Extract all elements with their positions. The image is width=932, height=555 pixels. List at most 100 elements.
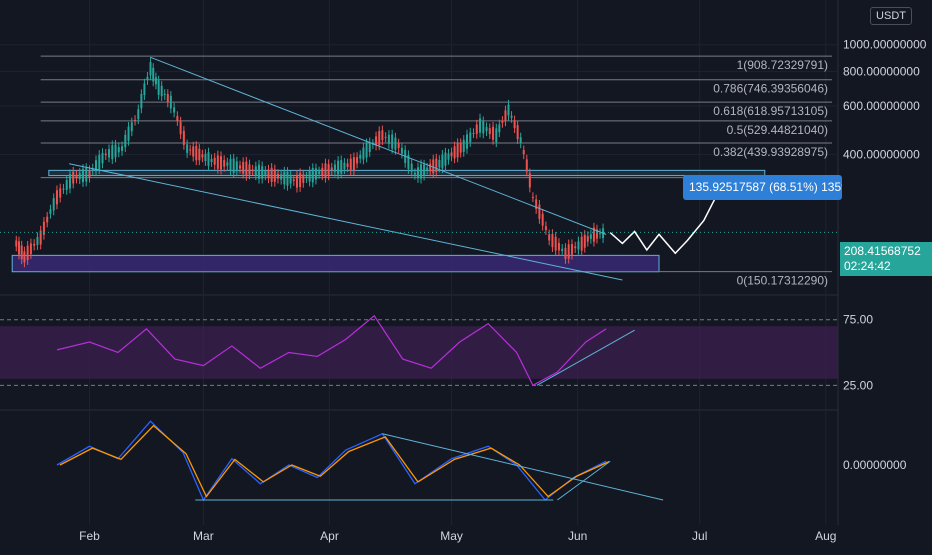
candle-body xyxy=(213,157,216,165)
candle-body xyxy=(432,159,435,174)
candle-body xyxy=(375,136,378,146)
candle-body xyxy=(17,241,20,255)
candle-body xyxy=(121,146,124,151)
candle-body xyxy=(204,153,207,161)
candle-body xyxy=(352,157,355,171)
candle-body xyxy=(166,93,169,103)
measure-label: 135.92517587 (68.51%) 1359 xyxy=(683,175,842,200)
candle-body xyxy=(146,76,149,81)
candle-body xyxy=(472,132,475,134)
signal-line xyxy=(59,424,610,498)
candle-body xyxy=(384,136,387,138)
candle-body xyxy=(207,152,210,166)
candle-body xyxy=(378,131,381,146)
projection-path xyxy=(609,188,721,255)
candle-body xyxy=(276,173,279,179)
candle-body xyxy=(583,234,586,248)
candle-body xyxy=(239,165,242,169)
candle-body xyxy=(267,169,270,179)
candle-body xyxy=(264,170,267,176)
rsi-band xyxy=(0,326,838,379)
candle-body xyxy=(444,152,447,166)
candle-body xyxy=(65,180,68,190)
candle-body xyxy=(55,190,58,205)
current-price-label: 208.41568752 02:24:42 xyxy=(840,242,932,276)
candle-body xyxy=(254,166,257,176)
candle-body xyxy=(551,233,554,248)
macd-resistance-line xyxy=(382,433,664,501)
candle-body xyxy=(245,161,248,176)
candle-body xyxy=(453,146,456,159)
candle-body xyxy=(327,164,330,176)
candle-body xyxy=(528,173,531,188)
candle-body xyxy=(324,163,327,178)
candle-body xyxy=(140,94,143,109)
candle-body xyxy=(42,221,45,235)
candle-body xyxy=(235,161,238,172)
candle-body xyxy=(62,188,65,190)
candle-body xyxy=(216,155,219,169)
candle-body xyxy=(114,144,117,158)
candle-body xyxy=(516,125,519,140)
candle-body xyxy=(475,124,478,134)
candle-body xyxy=(130,122,133,132)
candle-body xyxy=(410,163,413,172)
candle-body xyxy=(29,243,32,255)
candle-body xyxy=(438,160,441,168)
candle-body xyxy=(337,160,340,175)
candle-body xyxy=(98,154,101,170)
candle-body xyxy=(538,204,541,219)
candle-body xyxy=(261,166,264,179)
y-tick-label: 400.00000000 xyxy=(843,147,920,161)
y-tick-label: 1000.00000000 xyxy=(843,38,927,52)
candle-body xyxy=(420,164,423,179)
candle-body xyxy=(20,245,23,260)
candle-body xyxy=(72,171,75,184)
candle-body xyxy=(273,169,276,182)
candle-body xyxy=(251,169,254,171)
current-price-value: 208.41568752 xyxy=(844,244,921,258)
candle-body xyxy=(229,159,232,171)
candle-body xyxy=(189,149,192,151)
candle-body xyxy=(394,137,397,150)
candle-body xyxy=(186,144,189,153)
fib-label: 0.5(529.44821040) xyxy=(727,123,828,137)
rsi-line xyxy=(56,314,607,387)
candle-body xyxy=(46,216,49,223)
resistance-zone xyxy=(48,169,766,177)
candle-body xyxy=(289,175,292,184)
currency-badge[interactable]: USDT xyxy=(870,7,912,25)
candle-body xyxy=(49,209,52,214)
candle-body xyxy=(429,163,432,172)
x-tick-label: Apr xyxy=(320,529,339,543)
candle-body xyxy=(557,242,560,251)
candle-body xyxy=(586,236,589,242)
fib-label: 0.618(618.95713105) xyxy=(713,104,828,118)
candle-body xyxy=(314,168,317,180)
candle-body xyxy=(548,234,551,241)
rsi-tick-label: 75.00 xyxy=(843,313,873,327)
candle-body xyxy=(599,233,602,235)
candle-body xyxy=(381,130,384,141)
candle-body xyxy=(400,148,403,154)
candle-body xyxy=(295,174,298,188)
candle-body xyxy=(201,154,204,158)
candle-body xyxy=(333,164,336,172)
candle-body xyxy=(33,243,36,246)
candle-body xyxy=(567,244,570,259)
candle-body xyxy=(286,171,289,186)
candle-body xyxy=(160,85,163,97)
demand-zone xyxy=(11,254,660,273)
candle-body xyxy=(498,124,501,133)
candle-body xyxy=(299,173,302,188)
candle-body xyxy=(232,158,235,173)
candle-body xyxy=(466,134,469,149)
rsi-trendline xyxy=(536,329,635,386)
candle-body xyxy=(407,155,410,169)
candle-body xyxy=(510,115,513,118)
candle-body xyxy=(488,128,491,135)
candle-body xyxy=(495,128,498,143)
candle-body xyxy=(88,170,91,178)
